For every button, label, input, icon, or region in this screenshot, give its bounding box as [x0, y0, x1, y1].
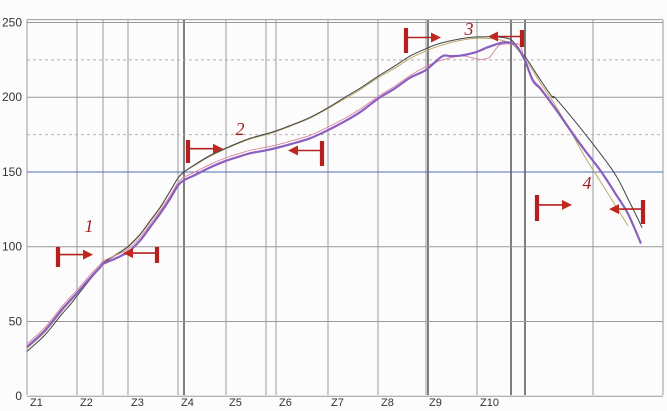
svg-text:200: 200 — [2, 90, 22, 104]
svg-text:Z10: Z10 — [480, 397, 499, 409]
svg-text:150: 150 — [2, 165, 22, 179]
svg-text:Z7: Z7 — [331, 397, 344, 409]
svg-text:Z5: Z5 — [229, 397, 242, 409]
svg-text:Z1: Z1 — [30, 397, 43, 409]
svg-text:Z9: Z9 — [429, 397, 442, 409]
svg-text:50: 50 — [9, 315, 23, 329]
svg-text:Z8: Z8 — [381, 397, 394, 409]
svg-text:Z2: Z2 — [80, 397, 93, 409]
svg-text:100: 100 — [2, 240, 22, 254]
svg-text:3: 3 — [464, 19, 474, 39]
svg-text:2: 2 — [236, 119, 245, 139]
svg-text:Z4: Z4 — [181, 397, 194, 409]
svg-text:Z6: Z6 — [279, 397, 292, 409]
svg-text:Z3: Z3 — [131, 397, 144, 409]
svg-text:1: 1 — [85, 216, 94, 236]
svg-text:0: 0 — [15, 389, 22, 403]
svg-text:250: 250 — [2, 16, 22, 30]
svg-text:4: 4 — [583, 173, 592, 193]
